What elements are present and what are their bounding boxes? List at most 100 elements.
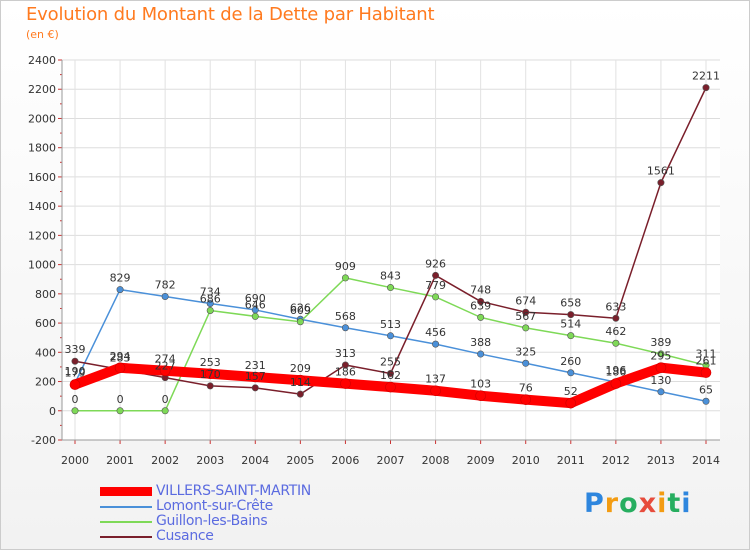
data-point (522, 324, 530, 332)
data-label: 103 (470, 378, 491, 391)
y-tick-label: 400 (35, 346, 56, 359)
data-point (522, 359, 530, 367)
data-point (341, 361, 349, 369)
data-label: 114 (290, 376, 311, 389)
data-point (341, 274, 349, 282)
legend-label: Lomont-sur-Crête (156, 498, 273, 514)
data-label: 261 (696, 355, 717, 368)
data-label: 2211 (692, 70, 720, 83)
data-point (520, 394, 532, 405)
data-label: 186 (335, 366, 356, 379)
data-label: 209 (290, 362, 311, 375)
logo-letter: x (638, 488, 658, 519)
data-point (657, 350, 665, 358)
y-tick-label: 1600 (28, 171, 56, 184)
data-point (116, 286, 124, 294)
data-point (206, 382, 214, 390)
data-point (159, 365, 171, 377)
legend: VILLERS-SAINT-MARTIN Lomont-sur-Crête Guil… (100, 483, 400, 544)
data-point (206, 299, 214, 307)
data-label: 686 (200, 293, 221, 306)
data-label: 633 (605, 300, 626, 313)
y-tick-label: 600 (35, 317, 56, 330)
data-point (522, 308, 530, 316)
y-tick-label: 2200 (28, 83, 56, 96)
data-point (655, 362, 667, 373)
data-label: 690 (245, 292, 266, 305)
data-point (475, 390, 486, 402)
legend-label: Cusance (156, 528, 214, 544)
data-label: 137 (425, 373, 446, 386)
data-point (567, 369, 575, 377)
x-tick-label: 2003 (196, 454, 224, 467)
data-point (251, 384, 259, 392)
x-tick-label: 2013 (647, 454, 675, 467)
legend-swatch (100, 506, 152, 508)
legend-swatch (100, 521, 152, 523)
data-point (206, 307, 214, 315)
data-label: 162 (380, 369, 401, 382)
data-label: 462 (605, 325, 626, 338)
data-point (657, 179, 665, 187)
data-label: 1561 (647, 165, 675, 178)
data-point (432, 293, 440, 301)
data-label: 260 (560, 355, 581, 368)
data-label: 0 (72, 393, 79, 406)
data-point (385, 381, 396, 393)
logo-letter: t (667, 488, 682, 519)
proxiti-logo: Proxiti (584, 488, 692, 519)
data-point (204, 368, 216, 380)
data-label: 311 (696, 347, 717, 360)
data-point (114, 362, 126, 374)
data-label: 196 (605, 364, 626, 377)
legend-label: VILLERS-SAINT-MARTIN (156, 483, 311, 499)
data-point (477, 313, 485, 321)
data-point (432, 271, 440, 279)
data-point (430, 385, 441, 397)
data-label: 646 (245, 298, 266, 311)
chart-title: Evolution du Montant de la Dette par Hab… (26, 4, 435, 25)
data-point (477, 297, 485, 305)
data-point (296, 318, 304, 326)
data-label: 274 (155, 353, 176, 366)
x-tick-label: 2014 (692, 454, 720, 467)
y-tick-label: 2400 (28, 54, 56, 67)
x-tick-label: 2006 (331, 454, 359, 467)
data-point (69, 379, 81, 390)
data-point (702, 84, 710, 92)
data-point (340, 378, 351, 389)
data-label: 52 (564, 385, 578, 398)
legend-swatch (100, 487, 152, 496)
y-tick-label: 1800 (28, 142, 56, 155)
data-label: 926 (425, 257, 446, 270)
data-label: 734 (200, 285, 221, 298)
logo-letter: i (681, 488, 692, 519)
data-point (386, 369, 394, 377)
data-point (251, 312, 259, 320)
data-point (341, 324, 349, 332)
legend-label: Guillon-les-Bains (156, 513, 268, 529)
legend-swatch (100, 536, 152, 538)
legend-item: Guillon-les-Bains (100, 513, 400, 529)
x-tick-label: 2011 (557, 454, 585, 467)
data-label: 157 (245, 370, 266, 383)
data-point (71, 357, 79, 365)
data-label: 255 (380, 356, 401, 369)
data-point (700, 367, 712, 378)
y-tick-label: 1000 (28, 259, 56, 272)
data-point (565, 397, 577, 409)
data-point (386, 284, 394, 292)
data-point (477, 350, 485, 358)
data-label: 283 (110, 351, 131, 364)
data-label: 325 (515, 345, 536, 358)
data-point (71, 407, 79, 415)
data-label: 909 (335, 260, 356, 273)
x-tick-label: 2000 (61, 454, 89, 467)
data-label: 190 (65, 365, 86, 378)
data-point (657, 388, 665, 396)
y-tick-label: 200 (35, 376, 56, 389)
data-label: 130 (650, 374, 671, 387)
chart-subtitle: (en €) (26, 28, 59, 41)
data-label: 179 (65, 367, 86, 380)
data-label: 568 (335, 310, 356, 323)
